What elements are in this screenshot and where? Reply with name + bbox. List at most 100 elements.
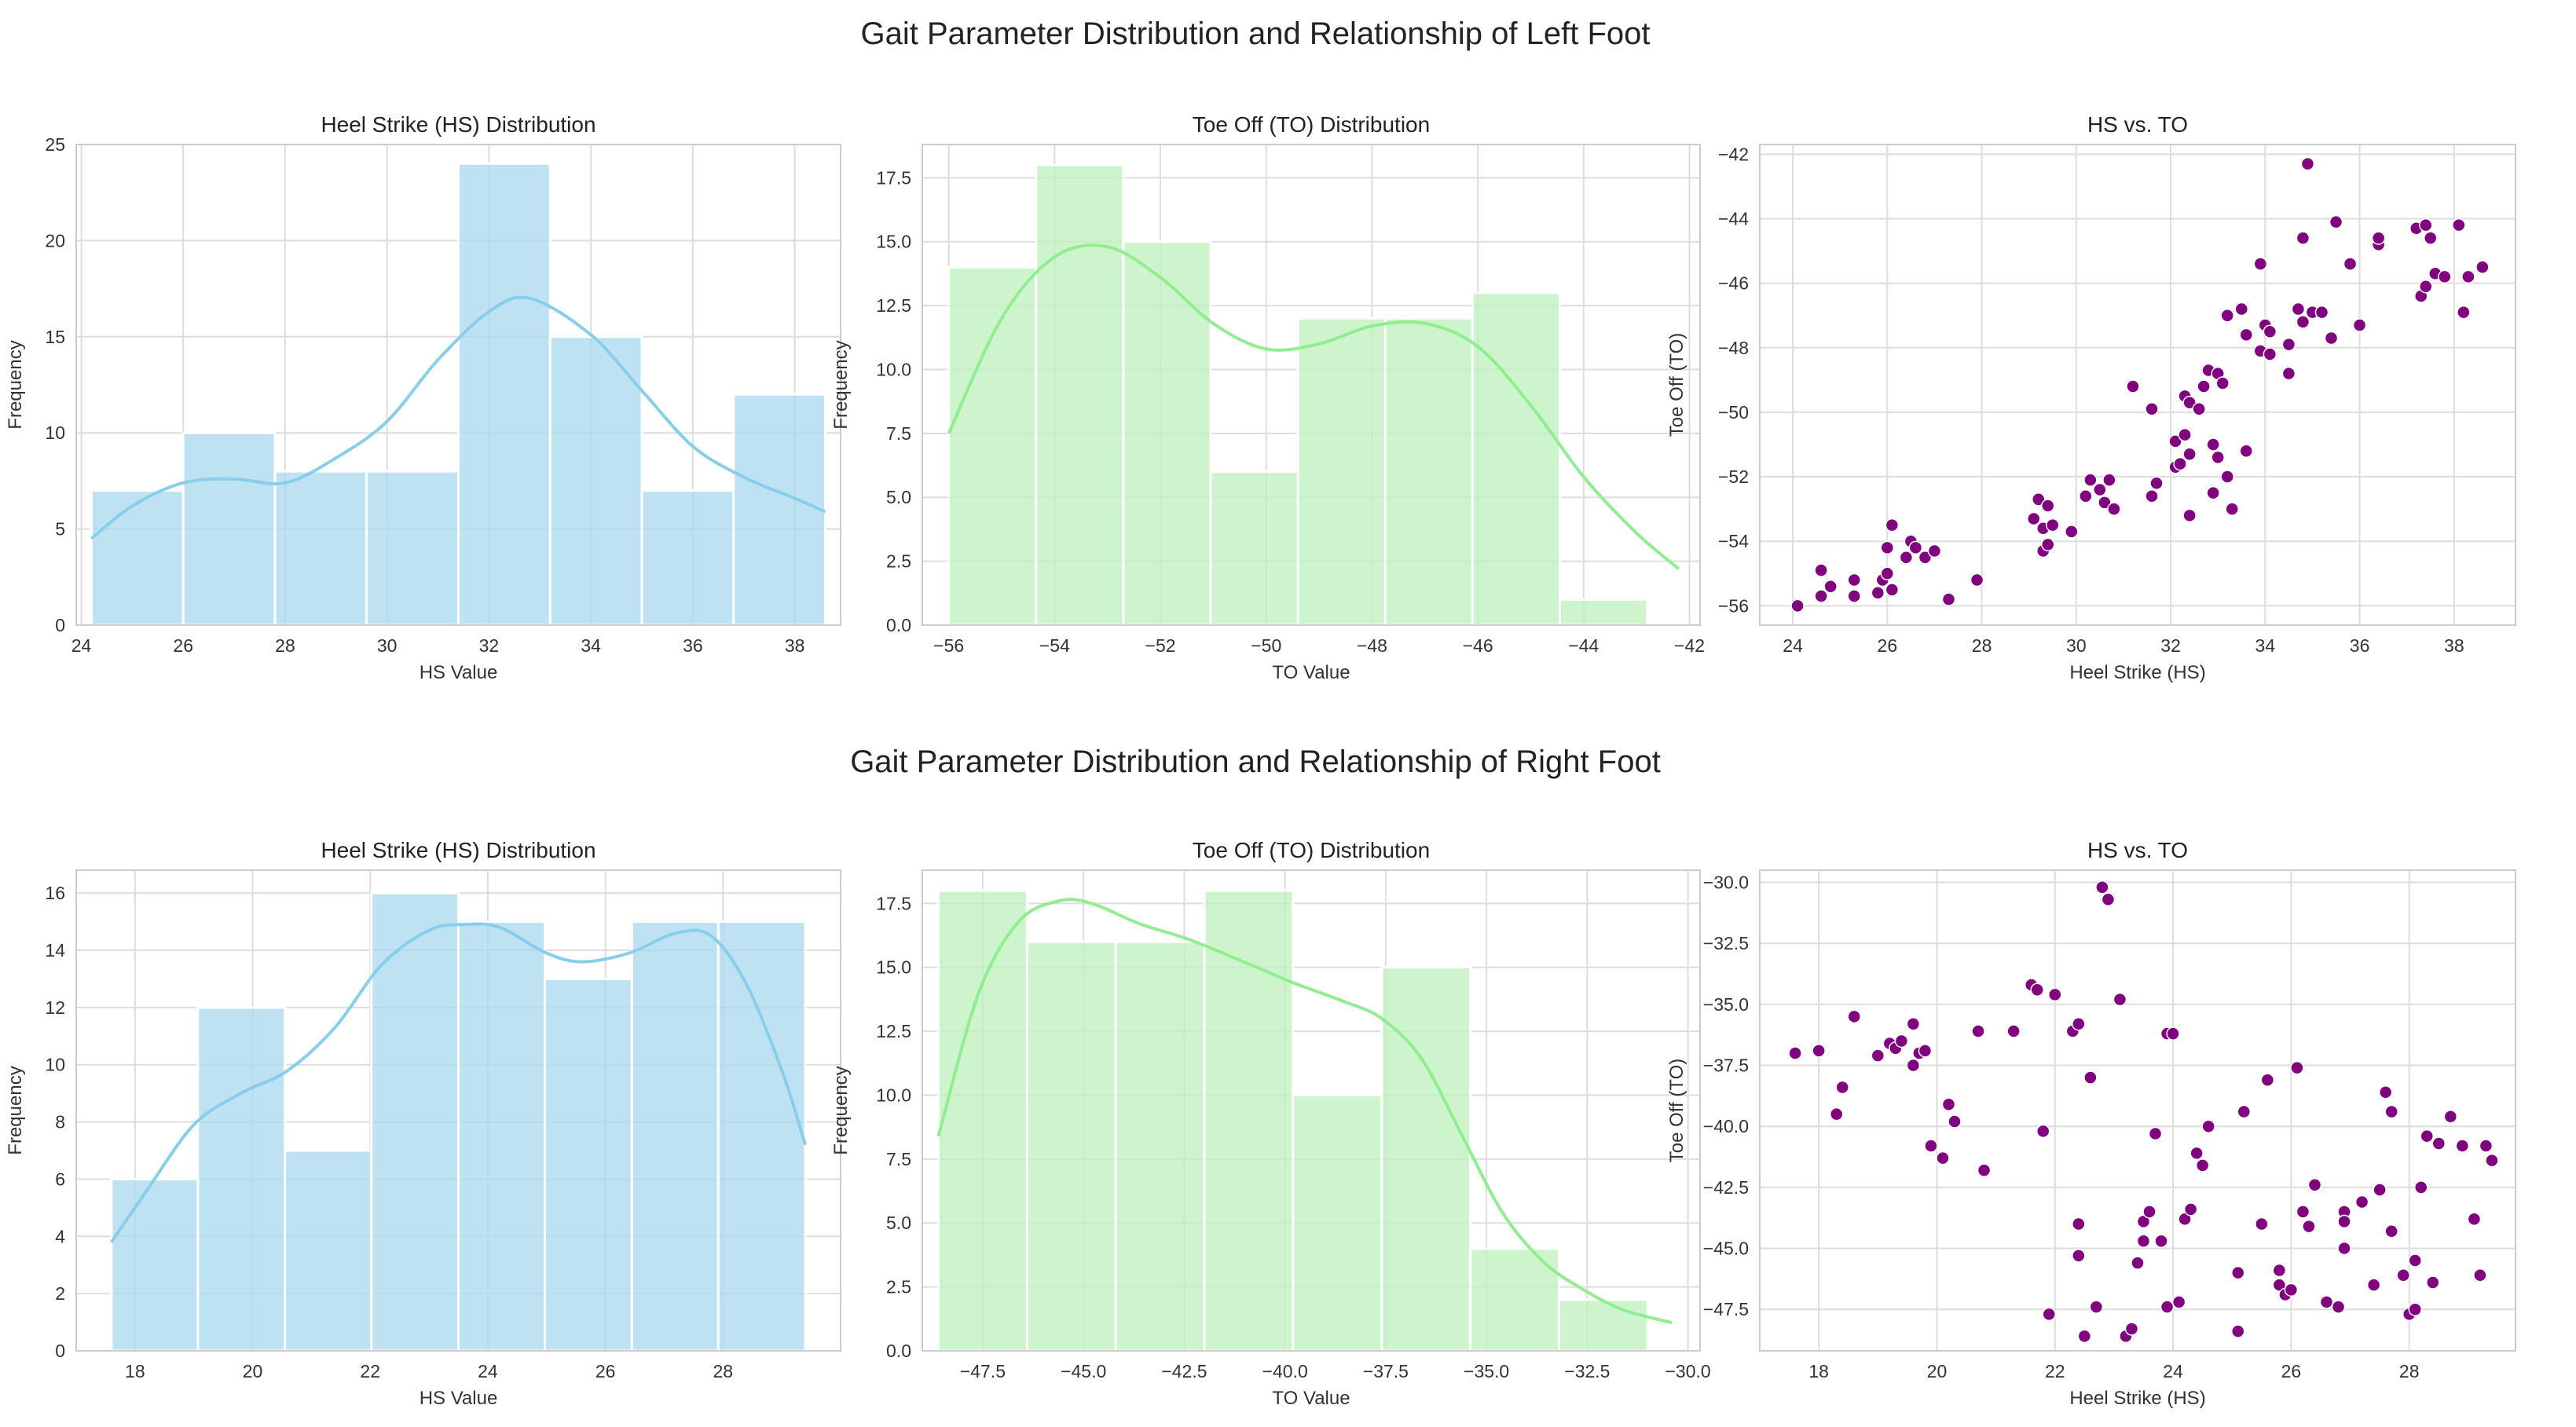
left-to-x-tick-label: −42 [1674,635,1705,656]
right-scatter-point [1847,1009,1861,1024]
left-hs-x-tick-label: 34 [581,635,601,656]
left-scatter-point [2145,488,2159,503]
right-scatter-point [2195,1158,2210,1173]
left-scatter-x-tick-label: 32 [2160,635,2181,656]
left-scatter-point [2206,437,2220,452]
left-to-bar [1035,163,1125,627]
right-scatter-point [2473,1268,2487,1282]
left-hs-x-tick-label: 30 [377,635,398,656]
left-hs-x-tick-label: 32 [479,635,500,656]
right-hs-y-axis-label: Frequency [5,1066,26,1154]
right-to-y-axis-label: Frequency [830,1066,852,1154]
left-scatter-point [2419,279,2433,294]
left-scatter-y-tick-label: −42 [1718,144,1749,164]
right-scatter-point [2272,1263,2287,1278]
left-scatter-x-tick-label: 38 [2444,635,2464,656]
left-scatter-point [2126,379,2140,393]
right-hs-bar [370,891,460,1352]
left-scatter-point [2239,444,2254,458]
left-scatter-point [2419,218,2433,232]
right-scatter-point [2166,1026,2180,1041]
left-to-bar [947,265,1038,627]
left-scatter-y-axis-label: Toe Off (TO) [1666,333,1687,437]
right-scatter-point [2396,1268,2410,1282]
right-scatter-y-tick-label: −45.0 [1703,1239,1749,1259]
right-hs-bar [196,1006,287,1352]
left-scatter-point [1908,540,1923,555]
right-scatter-point [2136,1234,2151,1248]
right-scatter-point [2131,1256,2145,1270]
right-scatter-y-tick-label: −35.0 [1703,994,1749,1015]
right-scatter-point [2431,1136,2446,1151]
left-scatter-point [2197,379,2211,393]
right-scatter-point [2231,1265,2245,1280]
left-scatter-point [2291,302,2306,317]
right-hs-x-axis-label: HS Value [420,1388,498,1409]
right-scatter-point [2237,1104,2252,1119]
right-hs-bar [630,920,720,1352]
left-to-y-tick-label: 2.5 [886,551,911,572]
left-to-panel: −56 −54 −52 −50 −48 −46 −44 −42 0.0 2.5 5.0 7.5 10.0… [830,112,1705,683]
right-hs-y-tick-label: 16 [45,883,65,903]
right-hs-y-tick-label: 12 [45,997,65,1018]
right-to-kde-line [936,898,1673,1325]
left-to-x-tick-label: −56 [933,635,964,656]
right-scatter-point [2443,1110,2458,1124]
left-hs-bar [273,470,368,627]
right-scatter-point [2302,1219,2316,1234]
right-to-x-tick-label: −37.5 [1363,1361,1409,1381]
left-scatter-x-tick-label: 34 [2255,635,2276,656]
right-to-y-tick-label: 12.5 [876,1021,911,1041]
right-to-bar [1380,966,1472,1352]
right-to-y-tick-label: 5.0 [886,1213,911,1233]
right-scatter-point [1906,1058,1921,1073]
right-to-y-tick-label: 15.0 [876,957,911,978]
right-scatter-point [2048,987,2062,1002]
right-to-bar [1557,1298,1649,1352]
left-hs-bar [548,335,643,627]
left-hs-bar [640,489,735,627]
left-scatter-point [2182,508,2197,523]
left-scatter-point [2182,447,2197,462]
right-hs-frame [75,869,841,1352]
right-hs-bar [110,1177,200,1352]
left-scatter-point [2438,269,2452,284]
left-hs-title: Heel Strike (HS) Distribution [321,112,595,137]
left-scatter-point [2281,337,2296,352]
right-scatter-point [2148,1126,2163,1141]
left-to-y-tick-label: 15.0 [876,232,911,252]
right-scatter-point [1829,1107,1844,1121]
right-scatter-point [2072,1217,2086,1231]
left-hs-kde-line [90,295,826,540]
right-scatter-y-tick-label: −40.0 [1703,1116,1749,1136]
left-scatter-point [1880,566,1895,581]
right-scatter-point [2467,1212,2482,1226]
right-scatter-point [2124,1322,2139,1336]
right-scatter-point [2319,1295,2334,1309]
right-scatter-point [1835,1080,1849,1095]
right-hs-y-tick-label: 2 [55,1283,65,1304]
right-scatter-point [2160,1300,2175,1314]
left-scatter-point [2352,318,2367,332]
right-scatter-x-tick-label: 24 [2163,1361,2183,1381]
left-hs-y-tick-label: 20 [45,230,65,251]
right-scatter-x-tick-label: 26 [2281,1361,2302,1381]
left-hs-bar [365,470,460,627]
left-to-x-tick-label: −54 [1039,635,1070,656]
left-scatter-point [2079,488,2093,503]
right-scatter-y-axis-label: Toe Off (TO) [1666,1059,1687,1162]
left-scatter-point [2314,305,2329,320]
left-scatter-point [1918,550,1933,565]
left-scatter-point [2220,308,2234,323]
right-scatter-point [1906,1016,1921,1031]
left-to-kde-line [947,243,1680,570]
left-scatter-point [2324,331,2339,346]
left-scatter-point [2149,476,2164,491]
right-scatter-point [2231,1324,2245,1338]
left-to-y-tick-label: 7.5 [886,423,911,444]
right-to-bar [1025,940,1117,1352]
right-scatter-point [2479,1139,2494,1153]
left-scatter-point [2046,518,2060,532]
left-scatter-y-tick-label: −46 [1718,273,1749,294]
left-to-y-tick-label: 17.5 [876,167,911,188]
